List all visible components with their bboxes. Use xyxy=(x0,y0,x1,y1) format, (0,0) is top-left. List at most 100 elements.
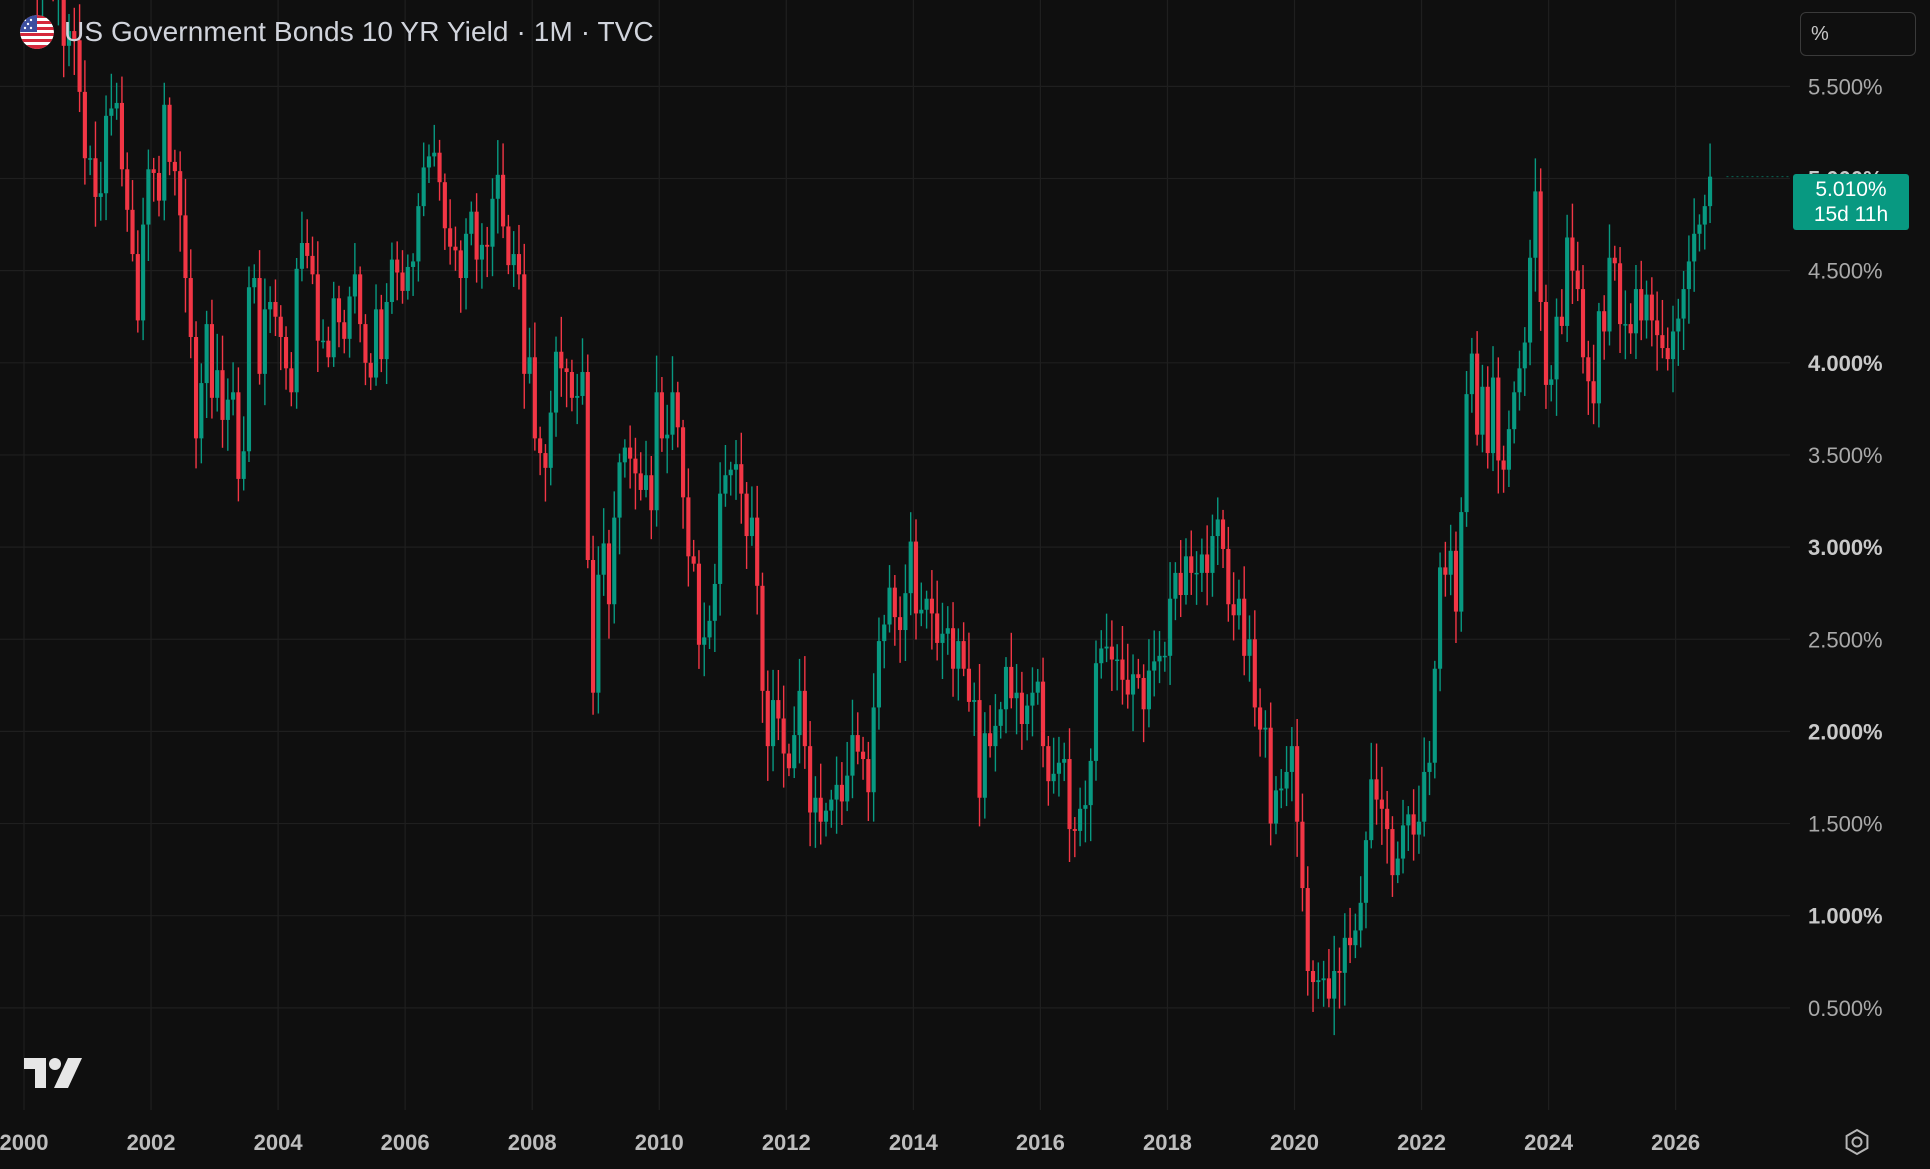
candle-body xyxy=(231,392,236,400)
candle-body xyxy=(236,392,241,479)
candle-body xyxy=(1326,978,1331,999)
candle-body xyxy=(707,620,712,638)
candle-body xyxy=(564,368,569,373)
candle-body xyxy=(966,668,972,702)
candle-body xyxy=(1263,727,1268,730)
candle-body xyxy=(956,641,961,669)
candle-body xyxy=(543,453,548,468)
candle-body xyxy=(850,735,855,776)
candle-body xyxy=(792,735,797,769)
candle-body xyxy=(1369,779,1374,841)
candle-body xyxy=(1279,788,1284,791)
candle-body xyxy=(1676,318,1681,332)
x-tick-label: 2002 xyxy=(127,1130,176,1155)
candle-body xyxy=(411,261,416,267)
candles xyxy=(36,0,1713,1036)
candle-body xyxy=(712,583,717,621)
x-tick-label: 2022 xyxy=(1397,1130,1446,1155)
candle-body xyxy=(1512,392,1517,430)
candle-body xyxy=(1273,790,1279,824)
candle-body xyxy=(855,735,860,752)
candle-body xyxy=(1411,814,1416,835)
candle-body xyxy=(1168,598,1173,656)
candle-body xyxy=(331,298,336,358)
candle-body xyxy=(988,733,993,747)
candle-body xyxy=(1570,237,1575,271)
candle-body xyxy=(1379,799,1384,809)
candle-body xyxy=(1056,762,1061,774)
candle-body xyxy=(1406,814,1411,826)
candle-body xyxy=(400,272,405,291)
candle-body xyxy=(77,40,82,92)
candle-body xyxy=(384,301,389,360)
unit-selector[interactable]: % xyxy=(1800,12,1916,56)
candle-body xyxy=(125,169,130,210)
candle-body xyxy=(61,0,66,46)
x-tick-label: 2010 xyxy=(635,1130,684,1155)
candle-body xyxy=(1459,512,1464,612)
candle-body xyxy=(1602,311,1607,332)
candle-body xyxy=(1130,674,1136,695)
candle-body xyxy=(1686,261,1691,290)
y-tick-label: 4.500% xyxy=(1808,259,1883,284)
candle-body xyxy=(283,336,289,369)
candle-body xyxy=(649,475,654,511)
candle-body xyxy=(1432,668,1437,763)
chart-title[interactable]: US Government Bonds 10 YR Yield · 1M · T… xyxy=(64,16,654,47)
candle-body xyxy=(1485,386,1490,454)
candle-body xyxy=(744,493,749,537)
candle-body xyxy=(1565,237,1570,326)
candle-body xyxy=(665,434,670,439)
candle-body xyxy=(1215,519,1220,537)
candle-body xyxy=(596,574,601,693)
candle-body xyxy=(696,563,702,645)
candle-body xyxy=(363,324,368,363)
candle-body xyxy=(1009,666,1014,699)
candle-body xyxy=(908,541,913,594)
bar-countdown: 15d 11h xyxy=(1813,203,1889,226)
candle-body xyxy=(522,274,527,374)
candle-body xyxy=(1427,762,1432,772)
candle-body xyxy=(1633,289,1639,334)
candle-body xyxy=(463,233,469,279)
candle-body xyxy=(681,427,686,498)
candle-body xyxy=(1501,460,1506,470)
candle-body xyxy=(1321,978,1326,981)
candle-body xyxy=(273,301,278,317)
candle-body xyxy=(72,31,77,41)
x-tick-label: 2024 xyxy=(1524,1130,1574,1155)
candle-body xyxy=(559,351,564,369)
settings-gear-icon[interactable] xyxy=(1843,1128,1871,1156)
candle-body xyxy=(1416,821,1421,835)
candle-body xyxy=(183,215,188,279)
unit-label: % xyxy=(1811,23,1829,45)
candle-body xyxy=(977,700,982,798)
candle-body xyxy=(771,700,776,747)
y-tick-label: 2.000% xyxy=(1808,719,1883,744)
candle-body xyxy=(982,733,987,798)
candle-body xyxy=(1649,294,1654,321)
tradingview-logo-icon[interactable] xyxy=(24,1056,84,1090)
candle-body xyxy=(860,751,866,760)
candle-body xyxy=(1332,970,1337,999)
candle-body xyxy=(945,628,950,634)
candle-body xyxy=(448,228,453,247)
candle-body xyxy=(490,198,495,247)
candle-body xyxy=(342,322,347,339)
candle-body xyxy=(1395,858,1400,876)
candle-body xyxy=(903,593,908,631)
candle-body xyxy=(257,278,262,374)
candle-body xyxy=(474,211,479,260)
candle-body xyxy=(950,628,956,669)
candle-body xyxy=(1152,661,1157,671)
candle-body xyxy=(1284,771,1289,789)
candle-body xyxy=(66,31,72,46)
candle-body xyxy=(421,167,426,207)
candle-body xyxy=(1178,572,1183,596)
chart-header: US Government Bonds 10 YR Yield · 1M · T… xyxy=(20,14,654,50)
candle-body xyxy=(1342,937,1347,973)
candle-body xyxy=(1247,639,1252,656)
candle-body xyxy=(1644,294,1649,321)
candle-body xyxy=(373,309,379,378)
